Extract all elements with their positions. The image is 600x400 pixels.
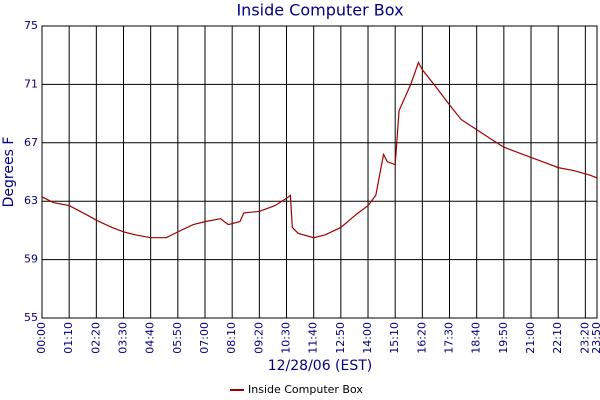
x-tick-label: 22:10 bbox=[551, 322, 564, 354]
y-tick-label: 59 bbox=[24, 253, 38, 266]
x-tick-label: 21:00 bbox=[524, 322, 537, 354]
plot-border bbox=[41, 25, 598, 319]
x-tick-label: 23:50 bbox=[590, 322, 600, 354]
y-tick-label: 63 bbox=[24, 194, 38, 207]
x-tick-label: 11:40 bbox=[307, 322, 320, 354]
x-tick-label: 19:50 bbox=[497, 322, 510, 354]
x-tick-label: 23:20 bbox=[578, 322, 591, 354]
x-tick-label: 10:30 bbox=[280, 322, 293, 354]
y-tick-label: 67 bbox=[24, 136, 38, 149]
legend-label: Inside Computer Box bbox=[248, 383, 363, 396]
x-tick-label: 08:10 bbox=[225, 322, 238, 354]
x-tick-label: 15:10 bbox=[388, 322, 401, 354]
y-axis-label: Degrees F bbox=[1, 137, 17, 208]
x-tick-label: 07:00 bbox=[198, 322, 211, 354]
x-tick-label: 01:10 bbox=[62, 322, 75, 354]
x-tick-label: 17:30 bbox=[443, 322, 456, 354]
x-tick-label: 09:20 bbox=[252, 322, 265, 354]
x-tick-label: 12:50 bbox=[334, 322, 347, 354]
y-tick-label: 75 bbox=[24, 19, 38, 32]
x-tick-label: 02:20 bbox=[89, 322, 102, 354]
data-line bbox=[41, 61, 598, 239]
x-tick-label: 16:20 bbox=[415, 322, 428, 354]
y-tick-label: 55 bbox=[24, 311, 38, 324]
chart-title: Inside Computer Box bbox=[236, 1, 403, 20]
x-tick-label: 05:50 bbox=[171, 322, 184, 354]
x-axis-label: 12/28/06 (EST) bbox=[268, 358, 373, 374]
x-tick-label: 03:30 bbox=[117, 322, 130, 354]
x-tick-label: 04:40 bbox=[144, 322, 157, 354]
y-tick-label: 71 bbox=[24, 77, 38, 90]
x-tick-label: 00:00 bbox=[35, 322, 48, 354]
x-tick-label: 18:40 bbox=[470, 322, 483, 354]
x-tick-label: 14:00 bbox=[361, 322, 374, 354]
